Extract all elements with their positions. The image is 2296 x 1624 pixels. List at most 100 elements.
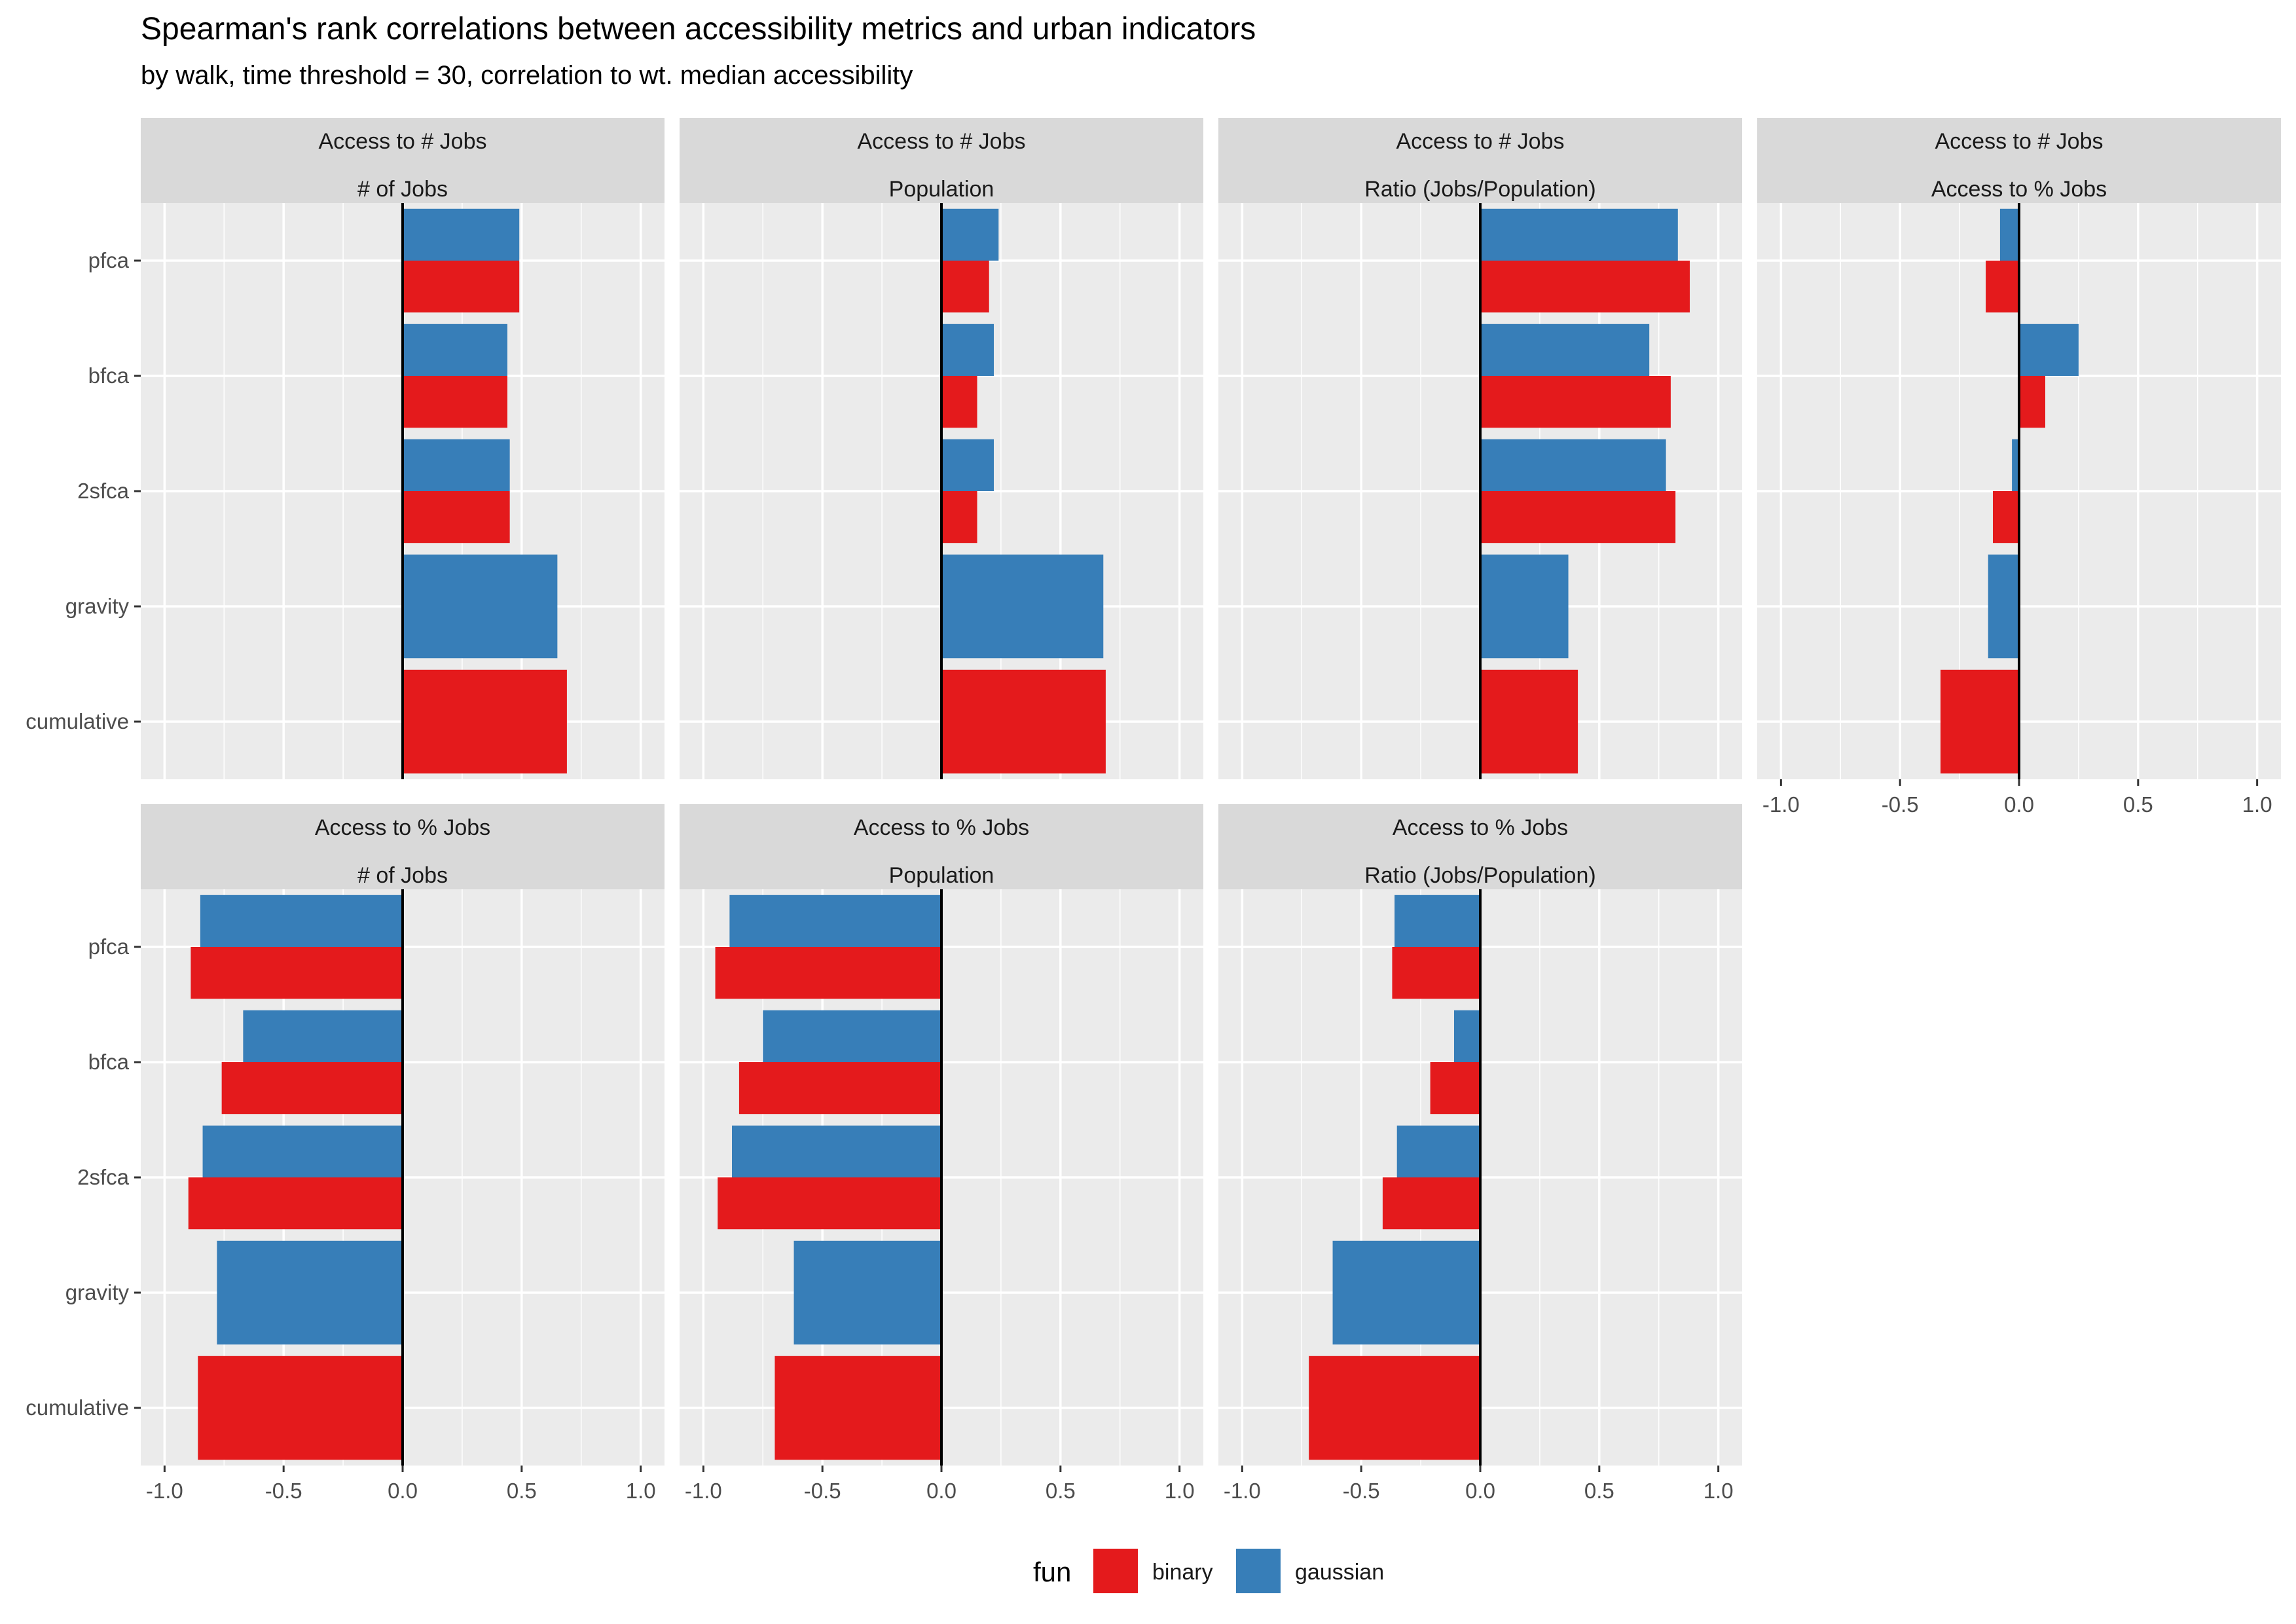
x-tick-label: -1.0 [1224, 1479, 1261, 1503]
bar-binary-pfca [715, 947, 941, 999]
bar-binary-bfca [941, 376, 977, 428]
x-tick-label: 1.0 [1704, 1479, 1734, 1503]
x-tick-label: 0.5 [2123, 792, 2153, 817]
x-tick-label: 0.0 [1465, 1479, 1495, 1503]
bar-binary-bfca [738, 1062, 941, 1115]
x-tick-label: -0.5 [1343, 1479, 1380, 1503]
bar-gaussian-pfca [729, 895, 941, 947]
x-tick-label: 1.0 [1165, 1479, 1195, 1503]
bar-binary-cumulative [941, 669, 1106, 774]
facet-panel: Access to % Jobs Ratio (Jobs/Population) -… [1218, 804, 1742, 1503]
bar-binary-pfca [403, 261, 520, 313]
bar-binary-pfca [1480, 261, 1690, 313]
facet-strip [141, 118, 665, 203]
bar-gaussian-gravity [217, 1240, 403, 1345]
bar-binary-2sfca [941, 491, 977, 544]
x-tick-label: 0.0 [926, 1479, 957, 1503]
bar-binary-pfca [941, 261, 989, 313]
bar-binary-bfca [1480, 376, 1671, 428]
bar-binary-bfca [403, 376, 507, 428]
facet-strip-label-bottom: Access to % Jobs [1931, 177, 2107, 202]
bar-binary-bfca [221, 1062, 403, 1115]
bar-gaussian-2sfca [403, 439, 510, 491]
x-tick-label: 0.5 [1046, 1479, 1076, 1503]
facet-strip [680, 804, 1203, 889]
facet-strip-label-bottom: Population [889, 863, 994, 888]
y-tick-label: cumulative [26, 1395, 129, 1420]
bar-binary-bfca [2019, 376, 2045, 428]
x-tick-label: -1.0 [685, 1479, 722, 1503]
y-tick-label: 2sfca [77, 1165, 130, 1189]
facet-strip-label-bottom: Ratio (Jobs/Population) [1364, 863, 1595, 888]
bar-gaussian-pfca [1999, 208, 2019, 261]
legend-title: fun [1033, 1557, 1071, 1587]
bar-gaussian-gravity [403, 554, 558, 659]
bar-gaussian-gravity [941, 554, 1104, 659]
bar-gaussian-bfca [1480, 323, 1650, 376]
bar-gaussian-2sfca [1396, 1125, 1480, 1177]
bar-gaussian-gravity [1480, 554, 1569, 659]
facet-panel: Access to % Jobs Population -1.0 -0.5 0.0 0.5… [680, 804, 1203, 1503]
bar-gaussian-bfca [763, 1010, 941, 1062]
y-tick-label: 2sfca [77, 479, 130, 503]
bar-gaussian-pfca [1480, 208, 1678, 261]
bar-gaussian-2sfca [202, 1125, 403, 1177]
bar-binary-cumulative [1309, 1356, 1480, 1460]
facet-strip-label-top: Access to # Jobs [857, 129, 1025, 154]
facet-panel: Access to % Jobs # of Jobs pfca bfca 2sfca gr… [26, 804, 665, 1503]
facet-panels: Access to # Jobs # of Jobs pfca bfca 2sfca gr… [26, 118, 2281, 1503]
x-tick-label: -1.0 [146, 1479, 183, 1503]
x-tick-label: 0.5 [507, 1479, 537, 1503]
x-tick-label: 0.0 [2004, 792, 2034, 817]
bar-gaussian-2sfca [732, 1125, 941, 1177]
y-tick-label: bfca [88, 1050, 130, 1074]
x-tick-label: -0.5 [265, 1479, 302, 1503]
facet-strip-label-top: Access to # Jobs [318, 129, 486, 154]
y-tick-label: bfca [88, 363, 130, 388]
legend-key-binary [1093, 1549, 1138, 1593]
bar-binary-pfca [1986, 261, 2019, 313]
facet-strip-label-top: Access to # Jobs [1935, 129, 2103, 154]
legend-key-gaussian [1236, 1549, 1281, 1593]
bar-gaussian-gravity [1332, 1240, 1480, 1345]
facet-strip-label-bottom: Ratio (Jobs/Population) [1364, 177, 1595, 202]
facet-strip-label-top: Access to % Jobs [315, 815, 490, 840]
facet-panel: Access to # Jobs Population [680, 118, 1203, 779]
bar-gaussian-bfca [243, 1010, 403, 1062]
facet-strip-label-top: Access to % Jobs [854, 815, 1029, 840]
facet-panel: Access to # Jobs Ratio (Jobs/Population) [1218, 118, 1742, 779]
x-tick-label: 0.0 [388, 1479, 418, 1503]
bar-gaussian-pfca [200, 895, 403, 947]
bar-binary-2sfca [403, 491, 510, 544]
bar-gaussian-gravity [1988, 554, 2019, 659]
bar-binary-cumulative [403, 669, 567, 774]
x-tick-label: -1.0 [1762, 792, 1800, 817]
bar-gaussian-2sfca [2012, 439, 2019, 491]
bar-gaussian-bfca [2019, 323, 2079, 376]
facet-panel: Access to # Jobs # of Jobs pfca bfca 2sfca gr… [26, 118, 665, 779]
facet-panel: Access to # Jobs Access to % Jobs -1.0 -0.5… [1757, 118, 2281, 817]
bar-binary-cumulative [1941, 669, 2019, 774]
x-tick-label: -0.5 [804, 1479, 841, 1503]
x-tick-label: 1.0 [2242, 792, 2272, 817]
facet-strip-label-top: Access to % Jobs [1393, 815, 1568, 840]
chart-title: Spearman's rank correlations between acc… [141, 12, 1256, 46]
bar-binary-2sfca [1993, 491, 2019, 544]
facet-strip-label-top: Access to # Jobs [1396, 129, 1564, 154]
x-tick-label: -0.5 [1882, 792, 1919, 817]
bar-gaussian-bfca [1454, 1010, 1480, 1062]
bar-gaussian-bfca [941, 323, 994, 376]
y-tick-label: pfca [88, 248, 130, 272]
facet-strip [1218, 804, 1742, 889]
facet-strip [1757, 118, 2281, 203]
y-tick-label: gravity [65, 1280, 130, 1304]
x-tick-label: 0.5 [1584, 1479, 1614, 1503]
legend-label-gaussian: gaussian [1295, 1560, 1384, 1585]
bar-gaussian-2sfca [1480, 439, 1666, 491]
bar-binary-2sfca [1480, 491, 1676, 544]
legend-label-binary: binary [1152, 1560, 1213, 1585]
facet-strip [1218, 118, 1742, 203]
bar-binary-pfca [1392, 947, 1480, 999]
bar-gaussian-gravity [793, 1240, 941, 1345]
